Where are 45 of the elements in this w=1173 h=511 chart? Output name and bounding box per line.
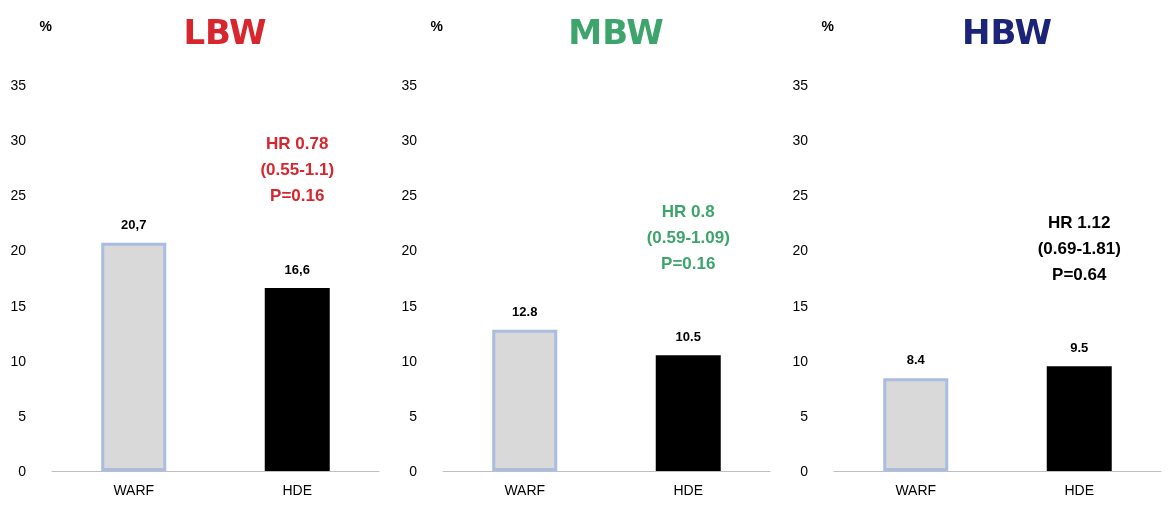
y-tick-label: 35 xyxy=(401,77,418,93)
y-tick-label: 20 xyxy=(792,242,809,259)
data-label: 8.4 xyxy=(906,352,926,368)
y-tick-label: 10 xyxy=(792,352,809,369)
x-tick-label: HDE xyxy=(673,482,704,498)
y-tick-label: 25 xyxy=(792,187,809,204)
x-tick-label: WARF xyxy=(113,482,155,498)
y-tick-label: 20 xyxy=(10,242,27,259)
y-tick-label: 10 xyxy=(10,352,27,369)
chart-title: MBW xyxy=(568,12,664,52)
y-tick-label: 15 xyxy=(10,297,27,314)
y-tick-label: 0 xyxy=(800,463,809,479)
chart-title: LBW xyxy=(183,12,267,52)
x-tick-label: HDE xyxy=(282,482,313,498)
y-axis-title: % xyxy=(39,18,53,34)
y-tick-label: 20 xyxy=(401,242,418,259)
annotation: HR 0.8 (0.59-1.09) P=0.16 xyxy=(646,201,730,273)
x-tick-label: WARF xyxy=(504,482,546,498)
y-tick-label: 25 xyxy=(401,187,418,204)
y-tick-label: 10 xyxy=(401,352,418,369)
data-label: 10.5 xyxy=(675,329,701,345)
y-tick-label: 15 xyxy=(792,297,809,314)
y-tick-label: 5 xyxy=(800,407,809,424)
x-tick-label: WARF xyxy=(895,482,937,498)
annotation: HR 1.12 (0.69-1.81) P=0.64 xyxy=(1037,212,1121,284)
y-tick-label: 0 xyxy=(18,463,27,479)
y-tick-label: 30 xyxy=(10,132,27,149)
y-tick-label: 0 xyxy=(409,463,418,479)
data-label: 12.8 xyxy=(512,303,538,319)
y-tick-label: 35 xyxy=(10,77,27,93)
x-tick-label: HDE xyxy=(1064,482,1095,498)
y-tick-label: 25 xyxy=(10,187,27,204)
annotation: HR 0.78 (0.55-1.1) P=0.16 xyxy=(260,134,335,206)
data-label: 20,7 xyxy=(121,216,147,232)
y-tick-label: 15 xyxy=(401,297,418,314)
data-label: 9.5 xyxy=(1070,340,1089,356)
y-axis-title: % xyxy=(430,18,444,34)
y-tick-label: 30 xyxy=(792,132,809,149)
y-axis-title: % xyxy=(821,18,835,34)
y-tick-label: 35 xyxy=(792,77,809,93)
y-tick-label: 5 xyxy=(18,407,27,424)
data-label: 16,6 xyxy=(284,261,310,277)
y-tick-label: 5 xyxy=(409,407,418,424)
chart-title: HBW xyxy=(961,12,1053,52)
y-tick-label: 30 xyxy=(401,132,418,149)
